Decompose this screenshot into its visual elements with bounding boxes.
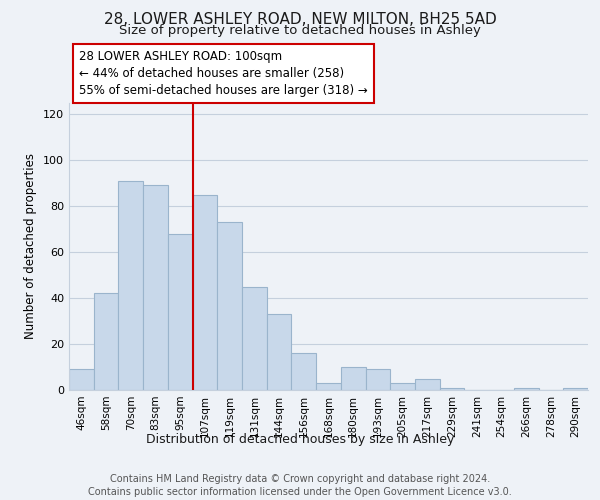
Bar	[292, 353, 316, 390]
Bar	[217, 222, 242, 390]
Bar	[242, 286, 267, 390]
Bar	[440, 388, 464, 390]
Bar	[69, 370, 94, 390]
Bar	[267, 314, 292, 390]
Bar	[390, 383, 415, 390]
Bar	[193, 194, 217, 390]
Bar	[341, 367, 365, 390]
Bar	[365, 370, 390, 390]
Bar	[316, 383, 341, 390]
Bar	[168, 234, 193, 390]
Bar	[143, 186, 168, 390]
Text: 28, LOWER ASHLEY ROAD, NEW MILTON, BH25 5AD: 28, LOWER ASHLEY ROAD, NEW MILTON, BH25 …	[104, 12, 496, 28]
Text: Contains public sector information licensed under the Open Government Licence v3: Contains public sector information licen…	[88, 487, 512, 497]
Bar	[563, 388, 588, 390]
Bar	[514, 388, 539, 390]
Text: Contains HM Land Registry data © Crown copyright and database right 2024.: Contains HM Land Registry data © Crown c…	[110, 474, 490, 484]
Bar	[118, 180, 143, 390]
Text: Distribution of detached houses by size in Ashley: Distribution of detached houses by size …	[146, 432, 454, 446]
Bar	[415, 378, 440, 390]
Y-axis label: Number of detached properties: Number of detached properties	[25, 153, 37, 340]
Bar	[94, 294, 118, 390]
Text: Size of property relative to detached houses in Ashley: Size of property relative to detached ho…	[119, 24, 481, 37]
Text: 28 LOWER ASHLEY ROAD: 100sqm
← 44% of detached houses are smaller (258)
55% of s: 28 LOWER ASHLEY ROAD: 100sqm ← 44% of de…	[79, 50, 368, 97]
